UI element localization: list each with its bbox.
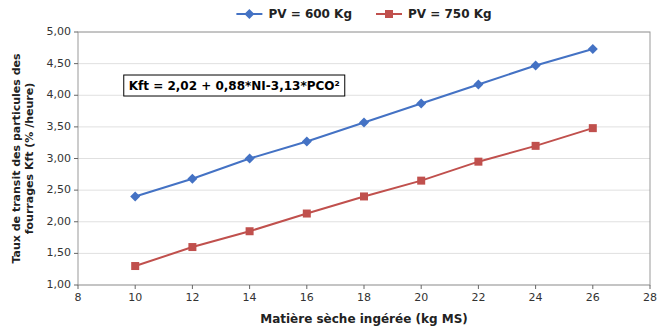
y-tick — [74, 285, 78, 286]
point — [589, 124, 597, 132]
y-tick-label: 2,00 — [47, 215, 72, 228]
annotation: Kft = 2,02 + 0,88*NI-3,13*PCO² — [129, 79, 340, 93]
point — [416, 98, 426, 108]
y-tick-label: 2,50 — [47, 183, 72, 196]
series — [131, 124, 597, 270]
y-tick-label: 5,00 — [47, 25, 72, 38]
plot-frame — [78, 32, 650, 285]
series-line — [135, 128, 593, 266]
x-tick-label: 22 — [471, 291, 485, 304]
y-tick-label: 3,50 — [47, 120, 72, 133]
x-tick — [592, 285, 593, 289]
y-tick — [74, 221, 78, 222]
grid-line — [78, 190, 650, 191]
point — [303, 210, 311, 218]
x-tick-label: 8 — [75, 291, 82, 304]
x-tick — [306, 285, 307, 289]
point — [131, 262, 139, 270]
y-tick — [74, 95, 78, 96]
point — [473, 79, 483, 89]
grid-line — [78, 221, 650, 222]
grid-line — [78, 253, 650, 254]
legend-label: PV = 750 Kg — [408, 7, 492, 21]
y-axis-label-line: fourrages Kft (% /heure) — [23, 83, 36, 235]
x-tick — [421, 285, 422, 289]
y-tick — [74, 126, 78, 127]
x-tick-label: 20 — [414, 291, 428, 304]
legend-item: PV = 600 Kg — [236, 7, 352, 21]
x-tick-label: 26 — [586, 291, 600, 304]
legend-label: PV = 600 Kg — [268, 7, 352, 21]
point — [246, 227, 254, 235]
annotation-group: Kft = 2,02 + 0,88*NI-3,13*PCO² — [124, 75, 345, 96]
series-line — [135, 49, 593, 196]
point — [245, 154, 255, 164]
point — [360, 192, 368, 200]
x-tick-label: 14 — [243, 291, 257, 304]
point — [302, 136, 312, 146]
legend-item: PV = 750 Kg — [376, 7, 492, 21]
x-tick — [78, 285, 79, 289]
grid-line — [78, 158, 650, 159]
legend: PV = 600 Kg PV = 750 Kg — [236, 7, 491, 21]
x-tick — [249, 285, 250, 289]
x-tick — [535, 285, 536, 289]
x-tick-label: 18 — [357, 291, 371, 304]
point — [130, 191, 140, 201]
point — [188, 243, 196, 251]
x-tick-label: 28 — [643, 291, 657, 304]
series — [130, 44, 598, 201]
point — [531, 61, 541, 71]
x-tick — [192, 285, 193, 289]
x-tick-label: 12 — [185, 291, 199, 304]
x-tick — [478, 285, 479, 289]
point — [187, 174, 197, 184]
x-tick — [364, 285, 365, 289]
point — [359, 117, 369, 127]
y-tick — [74, 63, 78, 64]
legend-marker — [385, 10, 393, 18]
y-tick — [74, 190, 78, 191]
y-tick — [74, 158, 78, 159]
y-tick-label: 4,00 — [47, 88, 72, 101]
point — [532, 142, 540, 150]
annotation-box — [124, 75, 345, 96]
y-tick-label: 4,50 — [47, 57, 72, 70]
x-tick — [650, 285, 651, 289]
grid — [78, 32, 650, 285]
point — [417, 177, 425, 185]
axes: 1,00 1,50 2,00 2,50 3,00 3,50 4,00 4,50 5,00 8 10 1… — [47, 25, 658, 304]
y-tick-label: 1,00 — [47, 278, 72, 291]
legend-marker — [244, 9, 254, 19]
x-axis-label: Matière sèche ingérée (kg MS) — [260, 312, 468, 326]
point — [588, 44, 598, 54]
x-tick-label: 16 — [300, 291, 314, 304]
y-axis-label-line: Taux de transit des particules des — [10, 53, 23, 264]
y-axis-label: Taux de transit des particules desfourra… — [10, 53, 36, 264]
grid-line — [78, 63, 650, 64]
y-tick-label: 3,00 — [47, 152, 72, 165]
y-tick-label: 1,50 — [47, 246, 72, 259]
y-tick — [74, 32, 78, 33]
chart: 1,00 1,50 2,00 2,50 3,00 3,50 4,00 4,50 5,00 8 10 1… — [0, 0, 666, 331]
y-tick — [74, 253, 78, 254]
point — [474, 158, 482, 166]
x-tick-label: 10 — [128, 291, 142, 304]
x-tick-label: 24 — [529, 291, 543, 304]
x-tick — [135, 285, 136, 289]
